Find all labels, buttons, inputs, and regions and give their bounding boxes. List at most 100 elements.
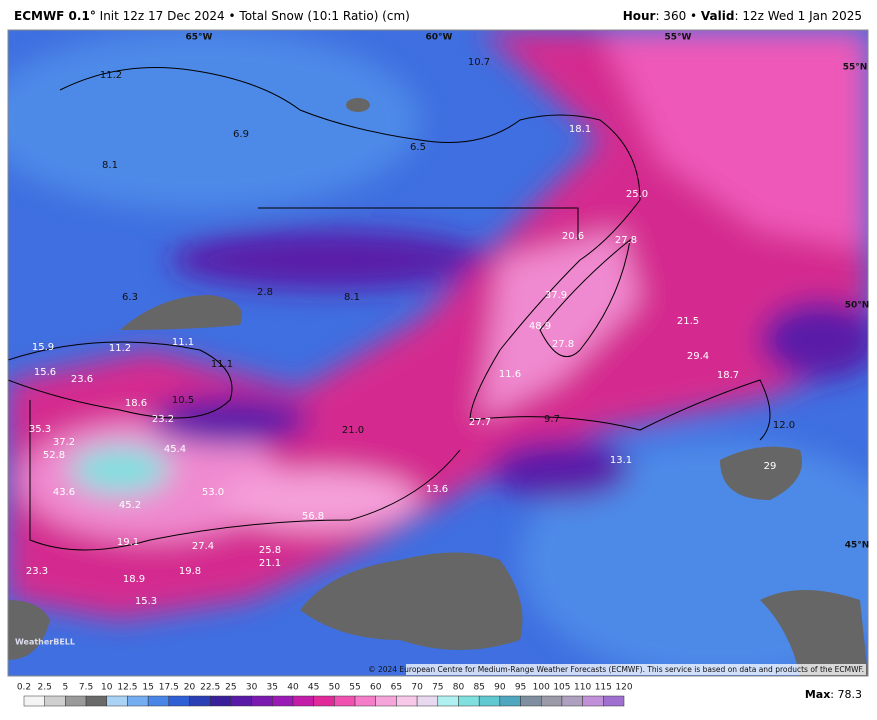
value-label: 45.4 bbox=[164, 444, 186, 455]
colorbar-label: 40 bbox=[287, 683, 299, 693]
value-label: 56.8 bbox=[302, 511, 324, 522]
model: ECMWF 0.1° bbox=[14, 9, 96, 23]
colorbar-swatch bbox=[65, 695, 87, 707]
colorbar-swatch bbox=[251, 695, 273, 707]
value-label: 6.3 bbox=[122, 292, 138, 303]
value-label: 18.6 bbox=[125, 398, 147, 409]
value-label: 53.0 bbox=[202, 487, 224, 498]
colorbar-swatch bbox=[354, 695, 376, 707]
colorbar-swatch bbox=[106, 695, 128, 707]
colorbar-swatch bbox=[44, 695, 66, 707]
value-label: 11.6 bbox=[499, 369, 521, 380]
value-label: 27.8 bbox=[615, 235, 637, 246]
graticule-label: 45°N bbox=[845, 541, 870, 551]
graticule-label: 65°W bbox=[186, 33, 213, 43]
colorbar-swatch bbox=[437, 695, 459, 707]
value-label: 8.1 bbox=[102, 160, 118, 171]
colorbar-swatch bbox=[292, 695, 314, 707]
value-label: 6.5 bbox=[410, 142, 426, 153]
value-label: 37.2 bbox=[53, 437, 75, 448]
colorbar-swatch bbox=[23, 695, 45, 707]
colorbar-label: 7.5 bbox=[79, 683, 93, 693]
graticule-label: 50°N bbox=[845, 301, 870, 311]
value-label: 21.5 bbox=[677, 316, 699, 327]
value-label: 37.9 bbox=[545, 290, 567, 301]
value-label: 27.4 bbox=[192, 541, 214, 552]
colorbar-label: 22.5 bbox=[200, 683, 220, 693]
value-label: 13.6 bbox=[426, 484, 448, 495]
colorbar-swatch bbox=[540, 695, 563, 707]
colorbar-label: 55 bbox=[349, 683, 360, 693]
value-label: 10.7 bbox=[468, 57, 490, 68]
value-label: 25.0 bbox=[626, 189, 648, 200]
colorbar-swatch bbox=[603, 695, 625, 707]
colorbar-swatch bbox=[396, 695, 418, 707]
colorbar-swatch bbox=[168, 695, 190, 707]
value-label: 11.1 bbox=[172, 337, 194, 348]
value-label: 11.1 bbox=[211, 359, 233, 370]
value-label: 15.3 bbox=[135, 596, 157, 607]
value-label: 23.2 bbox=[152, 414, 174, 425]
colorbar-label: 45 bbox=[308, 683, 319, 693]
value-label: 12.0 bbox=[773, 420, 795, 431]
max: Max: 78.3 bbox=[805, 688, 862, 701]
value-label: 35.3 bbox=[29, 424, 51, 435]
graticule-label: 55°N bbox=[843, 63, 868, 73]
value-label: 18.9 bbox=[123, 574, 145, 585]
description: Init 12z 17 Dec 2024 • Total Snow (10:1 … bbox=[100, 9, 410, 23]
colorbar-swatch bbox=[189, 695, 211, 707]
colorbar-label: 15 bbox=[142, 683, 153, 693]
value-label: 8.1 bbox=[344, 292, 360, 303]
value-label: 9.7 bbox=[544, 414, 560, 425]
colorbar-label: 5 bbox=[63, 683, 69, 693]
value-label: 29 bbox=[764, 461, 777, 472]
colorbar-swatch bbox=[272, 695, 294, 707]
low-areas bbox=[8, 98, 868, 676]
colorbar-label: 2.5 bbox=[38, 683, 52, 693]
colorbar-label: 110 bbox=[574, 683, 591, 693]
map bbox=[8, 30, 868, 676]
colorbar-label: 30 bbox=[246, 683, 258, 693]
colorbar-swatch bbox=[499, 695, 521, 707]
colorbar-label: 0.2 bbox=[17, 683, 31, 693]
colorbar-label: 65 bbox=[391, 683, 402, 693]
valid-label: Valid bbox=[701, 9, 735, 23]
map-frame bbox=[7, 29, 869, 677]
colorbar-swatch bbox=[582, 695, 604, 707]
colorbar-label: 105 bbox=[553, 683, 570, 693]
copyright: © 2024 European Centre for Medium-Range … bbox=[368, 665, 864, 674]
value-label: 27.7 bbox=[469, 417, 491, 428]
value-label: 29.4 bbox=[687, 351, 709, 362]
colorbar-label: 20 bbox=[184, 683, 196, 693]
value-label: 21.0 bbox=[342, 425, 364, 436]
colorbar-swatch bbox=[561, 695, 583, 707]
value-label: 19.1 bbox=[117, 537, 139, 548]
value-label: 43.6 bbox=[53, 487, 75, 498]
colorbar-label: 75 bbox=[432, 683, 443, 693]
colorbar-label: 80 bbox=[453, 683, 465, 693]
colorbar-label: 50 bbox=[329, 683, 341, 693]
colorbar-swatch bbox=[458, 695, 480, 707]
value-label: 15.6 bbox=[34, 367, 56, 378]
colorbar-swatch bbox=[147, 695, 170, 707]
colorbar-swatch bbox=[375, 695, 397, 707]
colorbar-label: 100 bbox=[533, 683, 550, 693]
copyright-bg bbox=[406, 664, 866, 675]
value-label: 18.7 bbox=[717, 370, 739, 381]
colorbar-swatch bbox=[416, 695, 439, 707]
hour-value: : 360 • bbox=[655, 9, 700, 23]
graticule-label: 55°W bbox=[665, 33, 692, 43]
value-label: 13.1 bbox=[610, 455, 632, 466]
colorbar-swatch bbox=[520, 695, 542, 707]
coastlines bbox=[8, 67, 771, 551]
header-left: ECMWF 0.1° Init 12z 17 Dec 2024 • Total … bbox=[14, 9, 410, 23]
colorbar-label: 10 bbox=[101, 683, 113, 693]
value-label: 20.6 bbox=[562, 231, 584, 242]
colorbar-label: 85 bbox=[473, 683, 484, 693]
graticule-label: 60°W bbox=[426, 33, 453, 43]
colorbar-label: 60 bbox=[370, 683, 382, 693]
logo: WeatherBELL bbox=[15, 638, 75, 647]
value-label: 15.9 bbox=[32, 342, 54, 353]
colorbar-label: 12.5 bbox=[117, 683, 137, 693]
